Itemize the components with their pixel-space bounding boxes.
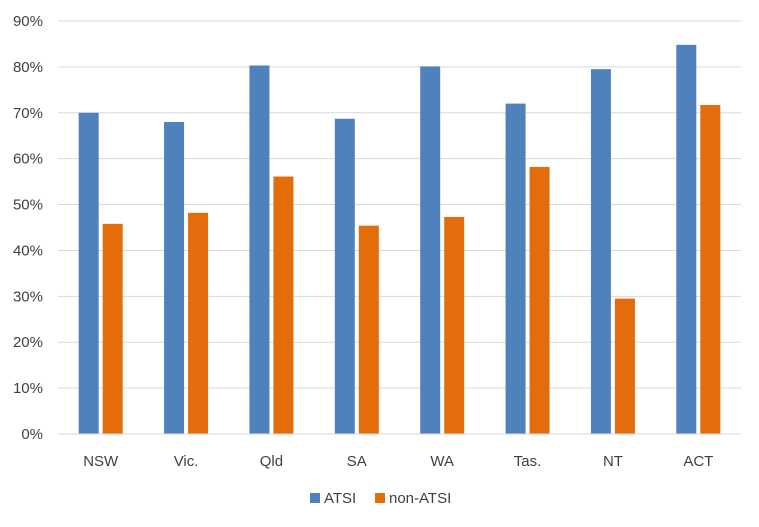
x-tick-label: NT — [603, 453, 623, 470]
y-tick-label: 40% — [13, 242, 43, 259]
bar-non-atsi-nsw — [102, 223, 123, 434]
y-tick-label: 50% — [13, 197, 43, 214]
x-axis-tick-labels: NSW Vic. Qld SA WA Tas. NT ACT — [83, 453, 713, 470]
bar-non-atsi-wa — [444, 216, 465, 434]
bar-atsi-nsw — [78, 112, 99, 435]
bar-atsi-tas — [505, 103, 526, 434]
y-tick-label: 90% — [13, 13, 43, 30]
y-tick-label: 80% — [13, 59, 43, 76]
gridlines — [58, 20, 741, 389]
legend-label: ATSI — [324, 490, 356, 507]
y-tick-label: 10% — [13, 380, 43, 397]
x-tick-label: NSW — [83, 453, 119, 470]
bar-atsi-sa — [334, 118, 355, 434]
legend-label: non-ATSI — [389, 490, 451, 507]
bar-atsi-qld — [249, 65, 270, 435]
bar-atsi-nt — [590, 69, 611, 434]
legend-swatch — [310, 493, 320, 503]
bar-non-atsi-nt — [614, 298, 635, 434]
legend-swatch — [375, 493, 385, 503]
x-tick-label: ACT — [683, 453, 713, 470]
bar-non-atsi-sa — [358, 225, 379, 434]
bar-atsi-act — [676, 44, 697, 435]
x-tick-label: Vic. — [174, 453, 199, 470]
y-axis-tick-labels: 0% 10% 20% 30% 40% 50% 60% 70% 80% 90% — [13, 13, 43, 443]
legend: ATSI non-ATSI — [310, 490, 451, 507]
y-tick-label: 60% — [13, 151, 43, 168]
x-tick-label: Tas. — [514, 453, 542, 470]
x-tick-label: WA — [430, 453, 454, 470]
bar-non-atsi-qld — [273, 176, 294, 434]
x-tick-label: SA — [347, 453, 367, 470]
x-tick-label: Qld — [260, 453, 283, 470]
bar-non-atsi-tas — [529, 166, 550, 434]
bar-atsi-vic — [164, 121, 185, 434]
bar-non-atsi-act — [700, 104, 721, 434]
bar-atsi-wa — [420, 66, 441, 435]
y-tick-label: 30% — [13, 288, 43, 305]
y-tick-label: 0% — [21, 426, 43, 443]
y-tick-label: 70% — [13, 105, 43, 122]
bar-non-atsi-vic — [188, 212, 209, 434]
bars — [78, 44, 721, 435]
y-tick-label: 20% — [13, 334, 43, 351]
